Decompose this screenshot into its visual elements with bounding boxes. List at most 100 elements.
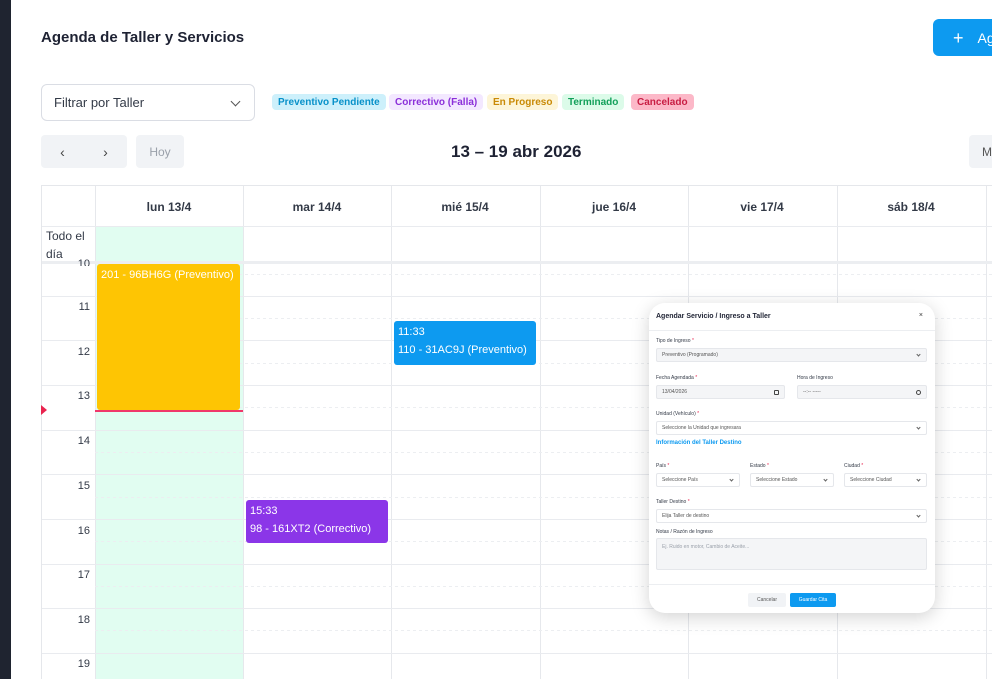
unidad-label: Unidad (Vehículo) * <box>656 411 700 417</box>
schedule-service-modal: Agendar Servicio / Ingreso a Taller × Ti… <box>649 303 935 613</box>
grid-col-line <box>95 186 96 679</box>
event-title: 201 - 96BH6G (Preventivo) <box>101 269 234 281</box>
pais-select[interactable]: Seleccione País <box>656 473 740 487</box>
taller-label: Taller Destino * <box>656 499 690 505</box>
calendar-event[interactable]: 11:33 110 - 31AC9J (Preventivo) <box>394 321 536 365</box>
grid-half-line <box>95 363 992 364</box>
grid-row-line <box>42 474 992 475</box>
prev-week-button[interactable]: ‹ <box>60 143 65 160</box>
grid-col-line <box>391 186 392 679</box>
calendar-nav-group: ‹ › <box>41 135 127 168</box>
taller-section-heading: Información del Taller Destino <box>656 440 742 446</box>
chevron-down-icon <box>916 514 921 519</box>
hour-label: 15 <box>77 480 90 492</box>
day-header-mon[interactable]: lun 13/4 <box>146 200 192 214</box>
hour-label: 14 <box>77 435 90 447</box>
tipo-label: Tipo de Ingreso * <box>656 338 694 344</box>
taller-select[interactable]: Elija Taller de destino <box>656 509 927 523</box>
notas-label: Notas / Razón de Ingreso <box>656 529 713 535</box>
grid-row-line <box>42 564 992 565</box>
chevron-down-icon <box>823 478 828 483</box>
pais-value: Seleccione País <box>662 477 698 483</box>
grid-row-line <box>42 385 992 386</box>
grid-half-line <box>95 630 992 631</box>
current-time-arrow <box>41 405 47 415</box>
hora-input[interactable]: --:-- ----- <box>797 385 927 399</box>
calendar-event[interactable]: 201 - 96BH6G (Preventivo) <box>97 264 240 410</box>
hora-label: Hora de Ingreso <box>797 375 833 381</box>
hora-value: --:-- ----- <box>803 389 821 395</box>
modal-footer-divider <box>649 584 935 585</box>
legend-badge-en-progreso: En Progreso <box>487 94 559 110</box>
fecha-input[interactable]: 13/04/2026 <box>656 385 785 399</box>
calendar-icon <box>774 389 779 395</box>
fecha-label: Fecha Agendada * <box>656 375 698 381</box>
hour-label: 11 <box>78 301 90 313</box>
fecha-value: 13/04/2026 <box>662 389 688 395</box>
save-appointment-button[interactable]: Guardar Cita <box>790 593 836 607</box>
hour-label: 10 <box>77 258 90 266</box>
workshop-filter-select[interactable]: Filtrar por Taller <box>41 84 255 121</box>
ciudad-select[interactable]: Seleccione Ciudad <box>844 473 927 487</box>
tipo-select[interactable]: Preventivo (Programado) <box>656 348 927 362</box>
chevron-down-icon <box>916 353 921 358</box>
chevron-down-icon <box>230 97 242 109</box>
grid-col-line <box>540 186 541 679</box>
hour-label: 16 <box>77 525 90 537</box>
day-header-sat[interactable]: sáb 18/4 <box>887 200 935 214</box>
month-view-button[interactable]: M <box>969 135 992 168</box>
close-icon[interactable]: × <box>918 312 923 319</box>
taller-value: Elija Taller de destino <box>662 513 710 519</box>
event-title: 110 - 31AC9J (Preventivo) <box>398 344 527 356</box>
chevron-down-icon <box>916 478 921 483</box>
chevron-down-icon <box>729 478 734 483</box>
estado-value: Seleccione Estado <box>756 477 798 483</box>
ciudad-value: Seleccione Ciudad <box>850 477 892 483</box>
legend-badge-preventivo: Preventivo Pendiente <box>272 94 386 110</box>
date-range-title: 13 – 19 abr 2026 <box>451 142 582 161</box>
pais-label: País * <box>656 463 670 469</box>
hour-label: 13 <box>77 390 90 402</box>
app-container: Agenda de Taller y Servicios + Ag Filtra… <box>11 0 992 679</box>
next-week-button[interactable]: › <box>103 143 108 160</box>
event-time: 15:33 <box>250 505 278 517</box>
add-appointment-button[interactable]: + Ag <box>933 19 992 56</box>
grid-row-line <box>42 226 992 227</box>
grid-col-line <box>986 186 987 679</box>
day-header-tue[interactable]: mar 14/4 <box>292 200 342 214</box>
calendar-event[interactable]: 15:33 98 - 161XT2 (Correctivo) <box>246 500 388 543</box>
today-button[interactable]: Hoy <box>136 135 184 168</box>
event-time: 11:33 <box>398 326 425 338</box>
clock-icon <box>916 389 921 395</box>
grid-half-line <box>95 497 992 498</box>
all-day-label: Todo el día <box>46 229 85 261</box>
notas-textarea[interactable]: Ej. Ruido en motor, Cambio de Aceite... <box>656 538 927 570</box>
add-button-label: Ag <box>977 29 992 46</box>
unidad-select[interactable]: Seleccione la Unidad que ingresara <box>656 421 927 435</box>
day-header-wed[interactable]: mié 15/4 <box>441 200 489 214</box>
event-title: 98 - 161XT2 (Correctivo) <box>250 523 372 535</box>
legend-badge-cancelado: Cancelado <box>631 94 694 110</box>
day-header-thu[interactable]: jue 16/4 <box>591 200 637 214</box>
tipo-value: Preventivo (Programado) <box>662 352 718 358</box>
grid-col-line <box>243 186 244 679</box>
legend-badge-terminado: Terminado <box>562 94 625 110</box>
chevron-down-icon <box>916 426 921 431</box>
hour-label: 18 <box>77 614 90 626</box>
grid-half-line <box>95 407 992 408</box>
filter-label: Filtrar por Taller <box>54 95 145 110</box>
grid-half-line <box>95 586 992 587</box>
hour-label: 17 <box>77 569 90 581</box>
day-header-fri[interactable]: vie 17/4 <box>740 200 784 214</box>
grid-half-line <box>95 318 992 319</box>
grid-half-line <box>95 541 992 542</box>
modal-header-divider <box>649 330 935 331</box>
grid-row-line <box>42 653 992 654</box>
estado-select[interactable]: Seleccione Estado <box>750 473 834 487</box>
plus-icon: + <box>953 27 964 48</box>
grid-half-line <box>95 274 992 275</box>
grid-row-line <box>42 430 992 431</box>
modal-title: Agendar Servicio / Ingreso a Taller <box>656 313 771 320</box>
ciudad-label: Ciudad * <box>844 463 864 469</box>
cancel-button[interactable]: Cancelar <box>748 593 786 607</box>
